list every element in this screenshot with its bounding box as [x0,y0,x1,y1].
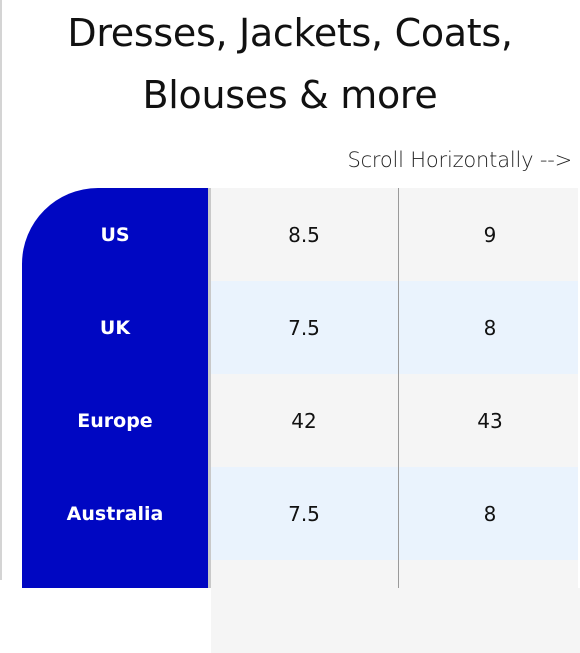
region-header-column: US UK Europe Australia [22,188,208,588]
row-header-uk: UK [99,316,131,339]
table-cell: 8 [483,501,497,526]
row-header-australia: Australia [66,502,164,525]
column-divider [398,188,399,588]
left-frame-border [0,0,2,580]
row-header-europe: Europe [77,409,153,432]
table-right-edge [578,188,580,588]
table-row [211,281,580,374]
table-cell: 7.5 [288,315,320,340]
size-chart-table[interactable]: US UK Europe Australia 8.5 9 7.5 8 42 43… [22,188,580,653]
table-row [211,467,580,560]
table-cell: 8 [483,315,497,340]
table-row [211,374,580,467]
table-cell: 7.5 [288,501,320,526]
table-cell: 43 [477,408,503,433]
page-title: Dresses, Jackets, Coats, Blouses & more [0,2,580,126]
row-header-us: US [100,223,130,246]
table-cell: 8.5 [288,222,320,247]
scroll-hint: Scroll Horizontally --> [347,148,572,172]
table-cell: 9 [483,222,497,247]
table-cell: 42 [291,408,317,433]
size-data-scroll-area[interactable]: 8.5 9 7.5 8 42 43 7.5 8 [208,188,580,653]
title-line-1: Dresses, Jackets, Coats, [67,11,513,55]
table-row [211,188,580,281]
table-row [211,560,580,653]
title-line-2: Blouses & more [142,73,438,117]
